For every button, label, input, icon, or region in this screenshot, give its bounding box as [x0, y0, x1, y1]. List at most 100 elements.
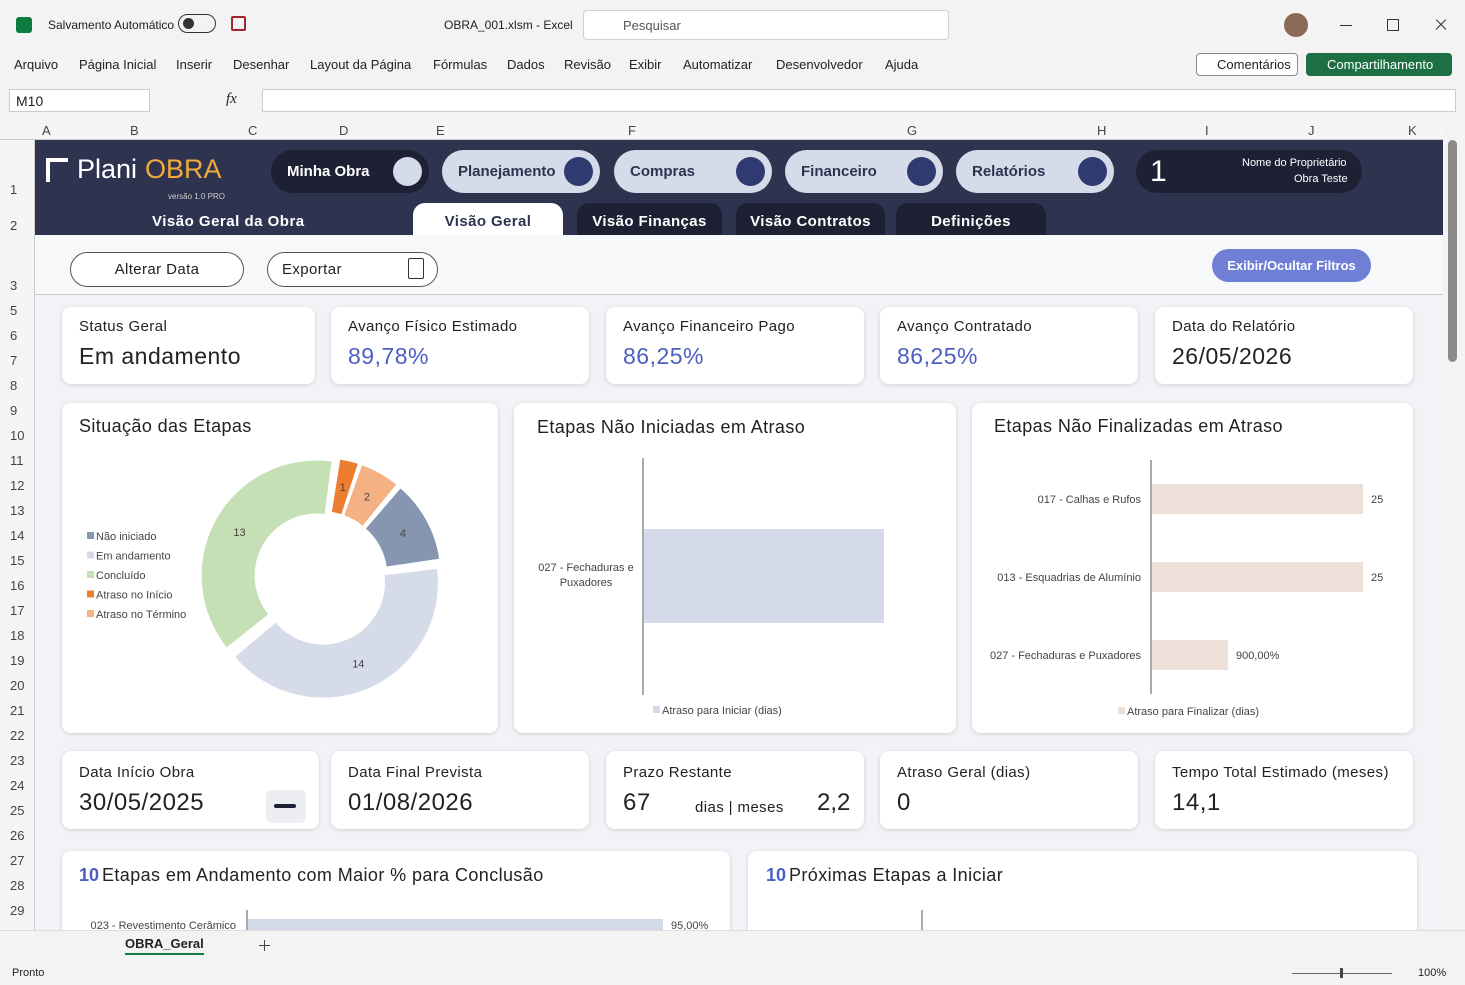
category-label: 017 - Calhas e Rufos [1038, 494, 1142, 506]
zoom-thumb[interactable] [1340, 968, 1343, 978]
column-header: G [907, 123, 918, 138]
view-tab[interactable] [413, 203, 563, 237]
kpi-value: 67 [623, 789, 651, 816]
save-icon[interactable] [231, 16, 246, 31]
bar-value-label: 25 [1371, 494, 1383, 506]
scroll-thumb[interactable] [1448, 140, 1457, 362]
change-date-button[interactable] [70, 252, 244, 287]
legend-label: Atraso no Início [96, 590, 172, 602]
row-header: 15 [10, 553, 25, 568]
column-header: E [436, 123, 445, 138]
logo-mark [46, 158, 68, 182]
donut-segment [344, 465, 397, 526]
row-header: 6 [10, 328, 18, 343]
change-date-label: Alterar Data [114, 261, 200, 278]
row-header: 29 [10, 903, 25, 918]
nav-icon [736, 157, 765, 186]
share-button[interactable] [1306, 53, 1452, 76]
legend-swatch [1118, 707, 1125, 714]
formula-input[interactable] [262, 89, 1456, 112]
legend-swatch [87, 551, 94, 559]
nav-label: Minha Obra [287, 163, 370, 180]
export-icon [408, 258, 424, 279]
kpi-value: 86,25% [897, 343, 979, 369]
view-tab[interactable] [577, 203, 722, 237]
row-header: 16 [10, 578, 25, 593]
filters-button[interactable] [1212, 249, 1371, 282]
menu-item[interactable]: Ajuda [885, 57, 919, 72]
menu-item[interactable]: Desenvolvedor [776, 57, 863, 72]
search-box[interactable] [583, 10, 949, 40]
nav-icon [564, 157, 593, 186]
maximize[interactable] [1387, 19, 1399, 31]
comments-label: Comentários [1217, 57, 1291, 72]
row-header: 24 [10, 778, 25, 793]
nav-label: Compras [630, 163, 696, 180]
bar [1152, 562, 1363, 592]
export-button[interactable] [267, 252, 438, 287]
sheet-tab-bar [0, 930, 1465, 961]
kpi-value: 0 [897, 789, 911, 816]
row-header: 14 [10, 528, 25, 543]
kpi-label: Prazo Restante [623, 764, 732, 781]
add-sheet-v [264, 940, 266, 951]
kpi-label: Avanço Contratado [897, 318, 1032, 335]
column-header: K [1408, 123, 1417, 138]
status-text: Pronto [12, 967, 45, 979]
menu-item[interactable]: Arquivo [14, 57, 59, 72]
kpi-value: 30/05/2025 [79, 789, 205, 816]
column-header: H [1097, 123, 1107, 138]
sheet-tab[interactable]: OBRA_Geral [125, 936, 204, 955]
menu-item[interactable]: Fórmulas [433, 57, 488, 72]
row-header: 20 [10, 678, 25, 693]
menu-item[interactable]: Dados [507, 57, 545, 72]
column-header: J [1308, 123, 1315, 138]
view-tab[interactable] [736, 203, 885, 237]
kpi-card [1155, 751, 1413, 829]
user-box [1136, 150, 1362, 193]
name-box[interactable] [9, 89, 150, 112]
autosave-toggle[interactable] [178, 14, 216, 33]
kpi-value: 86,25% [623, 343, 705, 369]
avatar [1284, 13, 1308, 37]
row-header: 23 [10, 753, 25, 768]
menu-item[interactable]: Exibir [629, 57, 662, 72]
chart-card [62, 851, 730, 930]
menu-item[interactable]: Revisão [564, 57, 611, 72]
menu-item[interactable]: Layout da Página [310, 57, 412, 72]
row-header: 18 [10, 628, 25, 643]
chart-card [748, 851, 1417, 930]
minimize[interactable] [1340, 25, 1352, 26]
view-tab[interactable] [896, 203, 1046, 237]
kpi-value: Em andamento [79, 343, 241, 369]
subtitle: Visão Geral da Obra [152, 213, 305, 230]
owner-label: Nome do Proprietário [1242, 157, 1347, 169]
kpi-label: Data Final Prevista [348, 764, 483, 781]
kpi-unit: dias | meses [695, 799, 784, 816]
menu-item[interactable]: Página Inicial [79, 57, 157, 72]
user-number: 1 [1150, 155, 1167, 188]
donut-data-label: 14 [352, 659, 364, 671]
kpi-label: Status Geral [79, 318, 168, 335]
menu-item[interactable]: Automatizar [683, 57, 753, 72]
menu-item[interactable]: Desenhar [233, 57, 290, 72]
legend-swatch [653, 706, 660, 713]
column-header: D [339, 123, 349, 138]
kpi-label: Avanço Físico Estimado [348, 318, 518, 335]
file-name: OBRA_001.xlsm - Excel [444, 18, 573, 32]
nav-icon [1078, 157, 1107, 186]
legend-label: Atraso no Término [96, 609, 186, 621]
kpi-card [880, 751, 1138, 829]
menu-item[interactable]: Inserir [176, 57, 213, 72]
bar [1152, 640, 1228, 670]
bar-value-label: 900,00% [1236, 650, 1280, 662]
legend-label: Atraso para Finalizar (dias) [1127, 706, 1259, 718]
column-header: I [1205, 123, 1209, 138]
comments-button[interactable] [1196, 53, 1298, 76]
chart-title: Etapas Não Iniciadas em Atraso [537, 417, 806, 437]
nav-icon [393, 157, 422, 186]
row-header: 11 [10, 453, 24, 468]
row-header: 7 [10, 353, 18, 368]
row-header: 8 [10, 378, 18, 393]
